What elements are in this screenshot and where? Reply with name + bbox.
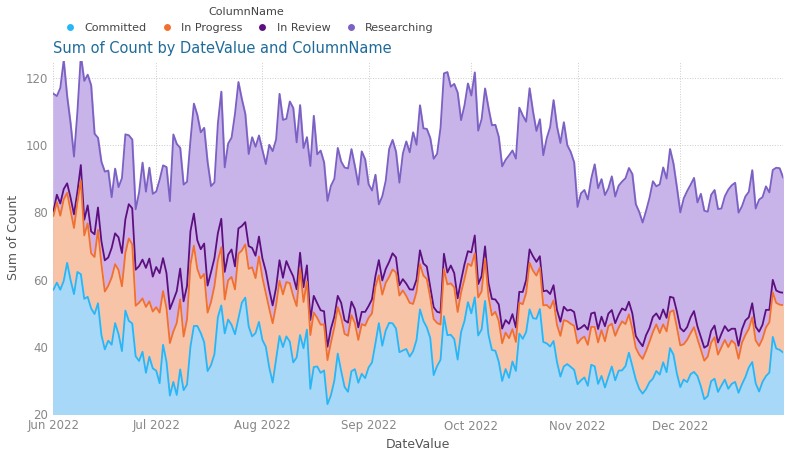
Y-axis label: Sum of Count: Sum of Count xyxy=(7,195,20,280)
Text: Sum of Count by DateValue and ColumnName: Sum of Count by DateValue and ColumnName xyxy=(54,41,392,56)
X-axis label: DateValue: DateValue xyxy=(386,438,450,451)
Legend: Committed, In Progress, In Review, Researching: Committed, In Progress, In Review, Resea… xyxy=(59,7,434,33)
